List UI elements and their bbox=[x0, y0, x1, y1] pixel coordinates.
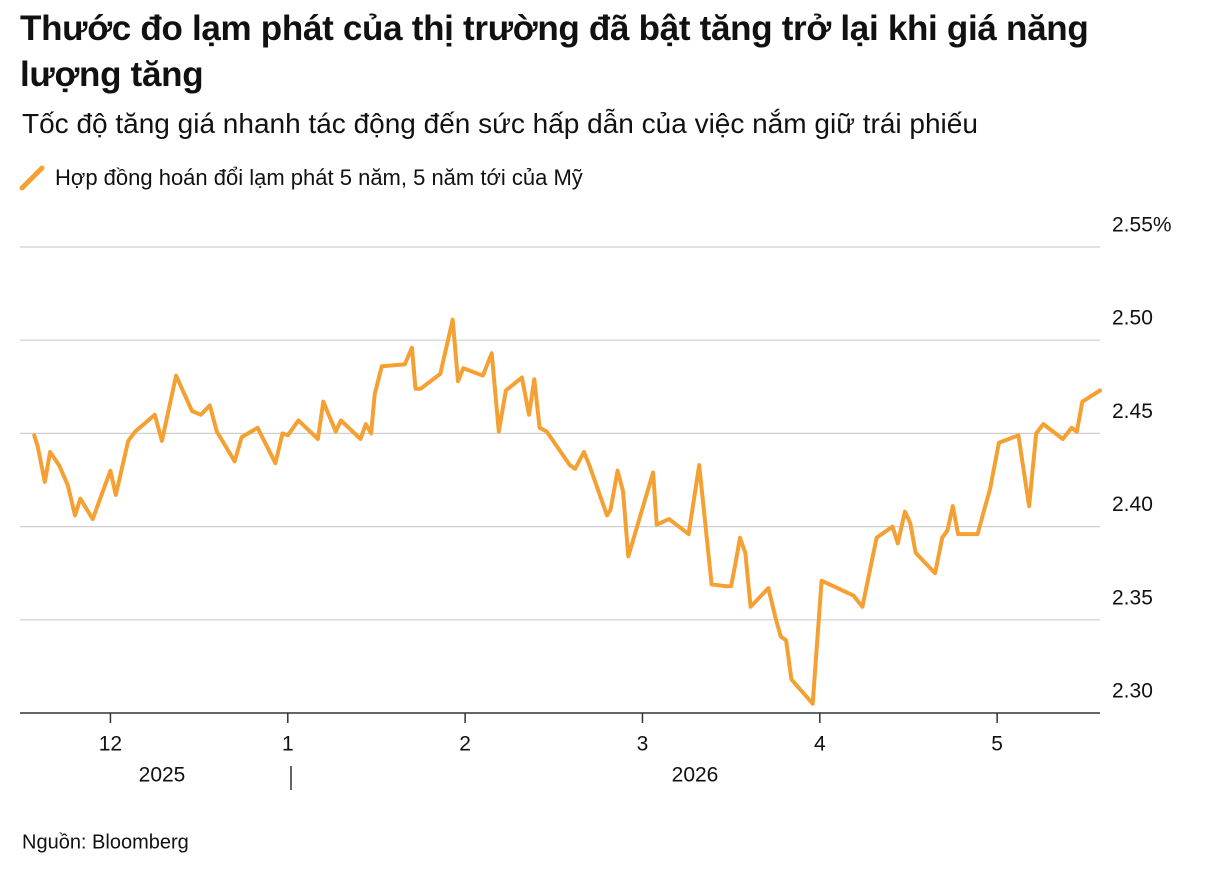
chart-subtitle: Tốc độ tăng giá nhanh tác động đến sức h… bbox=[22, 108, 978, 139]
year-label: 2026 bbox=[672, 764, 719, 787]
legend-swatch bbox=[19, 165, 45, 191]
source: Nguồn: Bloomberg bbox=[22, 831, 189, 853]
x-tick-label: 5 bbox=[991, 733, 1003, 756]
y-tick-label: 2.35 bbox=[1112, 586, 1153, 609]
data-line bbox=[32, 317, 1102, 706]
legend-label: Hợp đồng hoán đổi lạm phát 5 năm, 5 năm … bbox=[55, 165, 583, 190]
y-tick-label: 2.50 bbox=[1112, 307, 1153, 330]
y-tick-label: 2.30 bbox=[1112, 680, 1153, 703]
x-tick-label: 2 bbox=[459, 733, 471, 756]
x-tick-label: 12 bbox=[99, 733, 122, 756]
y-tick-label: 2.40 bbox=[1112, 493, 1153, 516]
chart-title: Thước đo lạm phát của thị trường đã bật … bbox=[20, 9, 1089, 94]
year-label: 2025 bbox=[139, 764, 186, 787]
x-tick-label: 1 bbox=[282, 733, 294, 756]
y-tick-label: 2.45 bbox=[1112, 400, 1153, 423]
x-tick-label: 4 bbox=[814, 733, 826, 756]
y-tick-label: 2.55% bbox=[1112, 214, 1172, 237]
x-tick-label: 3 bbox=[637, 733, 649, 756]
